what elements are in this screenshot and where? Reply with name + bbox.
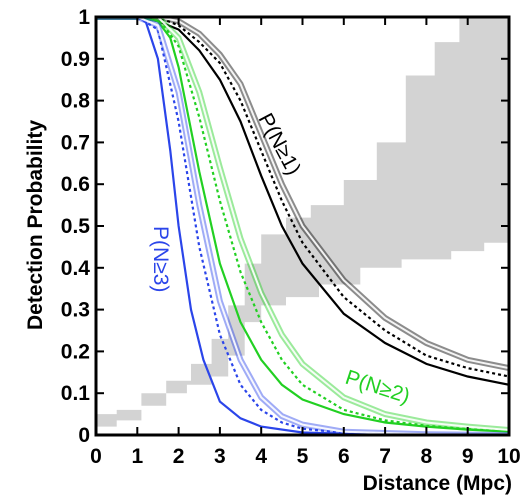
gray-region xyxy=(96,17,509,427)
y-axis-title: Detection Probability xyxy=(24,120,47,330)
y-tick-label: 0.5 xyxy=(61,215,91,238)
x-tick-label: 5 xyxy=(297,445,309,468)
y-tick-label: 0.2 xyxy=(61,340,90,363)
ticks-layer: 0 1 2 3 4 5 6 7 8 9 10 0 0.1 0.2 0.3 0.4 0.5 0.6 0.7 0.8 0.9… xyxy=(61,6,521,468)
gray-region-layer xyxy=(96,17,509,427)
y-tick-label: 0 xyxy=(78,424,90,447)
series-label-n1: P(N≥1) xyxy=(254,110,305,179)
series-n3-solid xyxy=(96,17,509,435)
x-tick-label: 10 xyxy=(497,445,520,468)
y-tick-label: 0.3 xyxy=(61,299,90,322)
x-tick-label: 4 xyxy=(255,445,267,468)
x-tick-label: 1 xyxy=(131,445,143,468)
x-tick-label: 9 xyxy=(462,445,474,468)
series-n2-solid xyxy=(96,17,509,433)
y-tick-label: 0.9 xyxy=(61,48,90,71)
x-tick-label: 3 xyxy=(214,445,226,468)
y-tick-label: 0.8 xyxy=(61,90,91,113)
x-tick-label: 0 xyxy=(90,445,102,468)
y-tick-label: 0.6 xyxy=(61,173,90,196)
y-tick-label: 0.7 xyxy=(61,131,90,154)
x-tick-label: 7 xyxy=(379,445,391,468)
x-tick-label: 2 xyxy=(173,445,185,468)
series-n2-dotted xyxy=(96,17,509,433)
x-axis-title: Distance (Mpc) xyxy=(363,472,512,495)
y-tick-label: 0.4 xyxy=(61,257,91,280)
x-tick-label: 8 xyxy=(421,445,433,468)
series-n2-band-core xyxy=(96,17,509,431)
y-tick-label: 1 xyxy=(78,6,90,29)
series-label-n3: P(N≥3) xyxy=(149,226,172,292)
y-tick-label: 0.1 xyxy=(61,382,91,405)
x-tick-label: 6 xyxy=(338,445,350,468)
